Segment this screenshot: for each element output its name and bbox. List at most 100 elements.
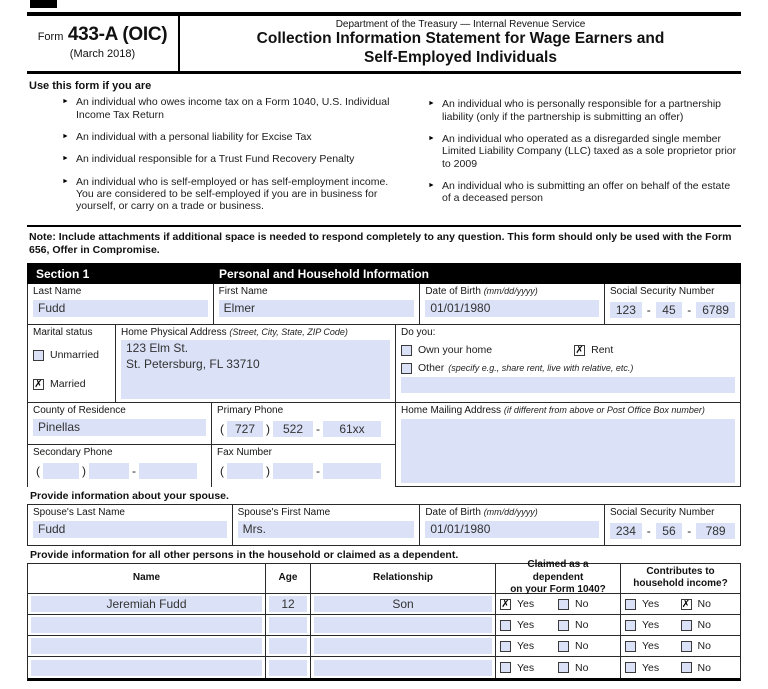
spouse-first-name-cell: Spouse's First Name Mrs. [233,505,421,546]
contributes-yes-checkbox[interactable] [625,619,636,631]
claimed-yes-checkbox[interactable] [500,619,511,631]
first-name-field[interactable]: Elmer [218,300,415,318]
dependent-name-field[interactable] [31,638,262,655]
unmarried-checkbox[interactable] [33,349,44,361]
phone-dash: - [316,422,320,437]
claimed-no-checkbox[interactable] [558,640,569,652]
unmarried-option: Unmarried [33,349,110,361]
married-checkbox[interactable] [33,378,44,391]
primary-phone-prefix-field[interactable]: 522 [273,421,313,438]
ssn-part2-field[interactable]: 45 [655,302,683,319]
ssn-field-group: 123 - 45 - 6789 [610,302,735,319]
last-name-label: Last Name [33,286,82,298]
dependent-relationship-field[interactable]: Son [314,596,492,613]
mailing-address-field[interactable] [401,419,735,484]
spouse-last-name-field[interactable]: Fudd [33,521,227,539]
other-housing-checkbox[interactable] [401,362,412,374]
do-you-label: Do you: [401,327,436,339]
contributes-no-checkbox[interactable] [680,640,692,652]
phone-paren: ( [220,464,224,479]
dependent-relationship-field[interactable] [314,638,492,655]
contributes-no-option: No [680,662,737,674]
last-name-field[interactable]: Fudd [33,300,208,318]
mailing-address-hint: (if different from above or Post Office … [503,405,705,416]
spouse-ssn-part1-field[interactable]: 234 [610,523,642,540]
phone-paren: ) [82,464,86,479]
fax-prefix-field[interactable] [273,463,313,480]
dependent-name-field[interactable] [31,617,262,634]
other-housing-field[interactable] [401,377,735,394]
ssn-part3-field[interactable]: 6789 [696,302,735,319]
spouse-dob-cell: Date of Birth (mm/dd/yyyy) 01/01/1980 [420,505,605,546]
claimed-yes-checkbox[interactable] [500,662,511,674]
contributes-yes-checkbox[interactable] [625,662,636,674]
home-address-field[interactable]: 123 Elm St. St. Petersburg, FL 33710 [121,340,390,400]
contributes-no-checkbox[interactable] [680,598,692,611]
claimed-no-checkbox[interactable] [558,662,569,674]
col-header-claimed-line2: on your Form 1040? [510,584,606,596]
dependent-age-field[interactable] [269,638,307,655]
spouse-ssn-part2-field[interactable]: 56 [655,523,683,540]
contributes-yes-option: Yes [625,640,681,652]
col-header-age: Age [266,564,311,594]
other-housing-hint: (specify e.g., share rent, live with rel… [448,363,634,374]
fax-area-field[interactable] [227,463,263,480]
spouse-first-name-label: Spouse's First Name [237,507,331,519]
section1-header-bar: Personal and Household Information Secti… [27,263,741,285]
claimed-no-checkbox[interactable] [558,619,569,631]
secondary-phone-label: Secondary Phone [33,447,113,459]
dependent-relationship-field[interactable] [314,617,492,634]
col-header-contributes: Contributes to household income? [621,564,740,593]
ssn-dash: - [687,524,692,539]
secondary-phone-line-field[interactable] [139,463,197,480]
dependent-contributes-cell: Yes No [621,657,740,678]
secondary-phone-prefix-field[interactable] [89,463,129,480]
dob-field[interactable]: 01/01/1980 [425,300,599,318]
dependent-relationship-cell [311,615,496,636]
county-phone-row: County of Residence Pinellas Primary Pho… [28,403,395,446]
dependent-age-field[interactable] [269,659,307,676]
phone-paren: ( [36,464,40,479]
county-field[interactable]: Pinellas [33,419,206,437]
home-address-label-text: Home Physical Address [121,327,227,339]
intro-columns: ► An individual who owes income tax on a… [27,96,741,223]
col-header-relationship: Relationship [311,564,496,594]
spouse-first-name-field[interactable]: Mrs. [237,521,415,539]
dependent-claimed-cell: Yes No [496,594,621,615]
ssn-part1-field[interactable]: 123 [610,302,642,319]
claimed-yes-option: Yes [500,640,558,652]
first-name-cell: First Name Elmer [214,284,421,325]
bullet-arrow-icon: ► [428,100,435,108]
dependent-age-field[interactable] [269,617,307,634]
fax-label: Fax Number [217,447,273,459]
contributes-no-checkbox[interactable] [680,619,692,631]
dependent-name-field[interactable]: Jeremiah Fudd [31,596,262,613]
spouse-ssn-field-group: 234 - 56 - 789 [610,523,735,540]
contributes-yes-checkbox[interactable] [625,640,636,652]
fax-line-field[interactable] [323,463,381,480]
county-label: County of Residence [33,405,126,417]
dependent-relationship-cell: Son [311,594,496,615]
bullet-arrow-icon: ► [428,182,435,190]
claimed-no-checkbox[interactable] [558,598,569,610]
claimed-yes-checkbox[interactable] [500,640,511,652]
dependent-age-field[interactable]: 12 [269,596,307,613]
spouse-ssn-part3-field[interactable]: 789 [696,523,735,540]
primary-phone-area-field[interactable]: 727 [227,421,263,438]
claimed-yes-option: Yes [500,662,558,674]
dependent-relationship-field[interactable] [314,659,492,676]
agency-name: Department of the Treasury — Internal Re… [335,19,586,30]
dependent-name-field[interactable] [31,659,262,676]
rent-label: Rent [591,344,614,357]
secondary-phone-area-field[interactable] [43,463,79,480]
no-label: No [697,640,711,653]
claimed-yes-checkbox[interactable] [500,598,511,611]
rent-checkbox[interactable] [574,344,586,357]
contributes-yes-checkbox[interactable] [625,598,636,610]
contributes-no-checkbox[interactable] [680,662,692,674]
own-home-checkbox[interactable] [401,344,412,356]
primary-phone-line-field[interactable]: 61xx [323,421,381,438]
phone-paren: ) [266,464,270,479]
spouse-dob-field[interactable]: 01/01/1980 [425,521,599,539]
spouse-section-heading: Provide information about your spouse. [30,490,229,503]
